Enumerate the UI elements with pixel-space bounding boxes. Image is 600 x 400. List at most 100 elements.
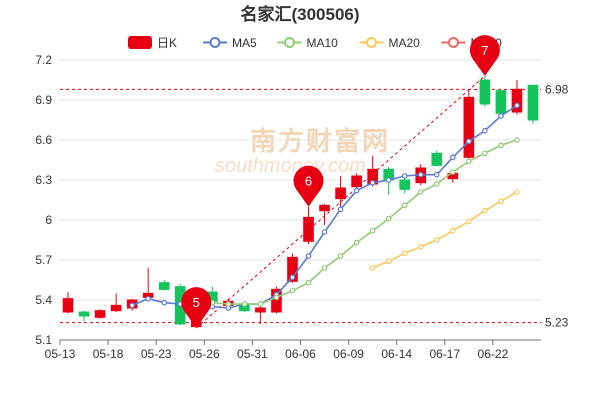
candle-body <box>94 310 106 318</box>
ma-point <box>305 279 312 286</box>
y-tick-label: 6.9 <box>35 93 52 107</box>
candle-body <box>319 204 330 212</box>
candle-body <box>479 79 491 105</box>
legend-swatch-candle <box>128 36 152 49</box>
ma-point <box>385 258 392 265</box>
ma-point <box>433 237 440 243</box>
ma-point <box>514 137 520 143</box>
candle-body <box>110 304 122 312</box>
candle <box>158 280 170 291</box>
legend[interactable]: 日KMA5MA10MA20MA30 <box>128 36 502 50</box>
candle-body <box>463 96 475 158</box>
candles <box>62 76 539 328</box>
candle <box>78 310 90 322</box>
ma-point <box>337 253 344 259</box>
ma-point <box>482 207 488 214</box>
ma-point <box>466 158 472 165</box>
ma-point <box>450 227 456 234</box>
candle <box>511 80 523 115</box>
moving-averages <box>129 102 520 311</box>
ma-point <box>321 229 328 235</box>
y-tick-label: 6 <box>45 213 52 227</box>
pin-shape <box>469 35 500 76</box>
pin-marker: 7 <box>469 35 500 76</box>
x-axis: 05-13 05-18 05-23 05-26 05-31 06-06 06-09 06-14… <box>45 339 541 361</box>
candle-body <box>335 187 346 200</box>
ma-point <box>289 274 296 281</box>
watermark-chinese: 南方财富网 <box>250 126 390 156</box>
pin-shape <box>181 287 212 328</box>
ma-point <box>321 265 328 271</box>
markers: 5 6 7 <box>181 35 500 328</box>
ma-point <box>337 206 344 213</box>
pin-label: 6 <box>305 174 312 189</box>
candle <box>335 176 346 210</box>
watermark-english: southmoney.com <box>215 155 366 177</box>
reference-line-label: 5.23 <box>545 316 569 330</box>
legend-item-ma10[interactable]: MA10 <box>277 36 339 50</box>
ma-point <box>401 173 408 179</box>
pin-label: 7 <box>481 43 488 58</box>
x-tick-label: 06-09 <box>333 347 364 361</box>
legend-label: MA5 <box>232 36 257 50</box>
y-tick-label: 7.2 <box>35 53 52 67</box>
candle <box>303 206 314 244</box>
ma-line <box>212 139 518 305</box>
ma-point <box>450 154 456 161</box>
ma-point <box>289 287 296 294</box>
candle-body <box>62 298 74 313</box>
legend-item-日k[interactable]: 日K <box>128 36 177 50</box>
x-tick-label: 05-18 <box>93 347 124 361</box>
ma-point <box>466 218 472 225</box>
candle <box>431 150 443 167</box>
legend-label: MA20 <box>389 36 421 50</box>
ma-point <box>161 299 168 306</box>
ma-point <box>498 198 504 205</box>
candle-body <box>158 282 170 290</box>
ma-point <box>433 171 440 178</box>
ma-point <box>498 142 504 149</box>
ma-point <box>482 150 488 157</box>
y-tick-label: 5.7 <box>35 253 52 267</box>
candle-body <box>527 84 539 121</box>
x-tick-label: 06-22 <box>478 347 509 361</box>
legend-swatch-dot <box>448 37 459 48</box>
candle <box>527 84 539 124</box>
y-tick-label: 6.6 <box>35 133 52 147</box>
x-tick-label: 05-13 <box>45 347 76 361</box>
ma-point <box>129 302 135 309</box>
x-tick-label: 05-31 <box>237 347 268 361</box>
y-tick-label: 5.4 <box>35 293 52 307</box>
ma-point <box>450 169 456 175</box>
legend-item-ma20[interactable]: MA20 <box>359 36 421 50</box>
legend-label: MA10 <box>307 36 339 50</box>
candle-body <box>511 88 523 113</box>
candle <box>399 177 411 194</box>
reference-line-label: 6.98 <box>545 82 569 96</box>
pin-marker: 6 <box>293 165 324 207</box>
legend-item-ma5[interactable]: MA5 <box>203 36 257 50</box>
ma-series-ma20 <box>369 189 520 271</box>
ma-point <box>417 243 424 250</box>
ma-point <box>353 187 360 194</box>
ma-point <box>257 301 264 307</box>
ma-point <box>241 301 248 307</box>
candle <box>110 293 122 312</box>
candle <box>479 76 491 107</box>
reference-lines: 6.98 5.23 <box>60 75 569 330</box>
y-tick-label: 5.1 <box>35 333 52 347</box>
ma-point <box>369 227 376 234</box>
candle-body <box>351 175 362 188</box>
legend-swatch-dot <box>284 37 295 48</box>
candle <box>142 268 154 300</box>
ma-point <box>369 265 376 271</box>
candle <box>94 309 106 319</box>
ma-point <box>369 179 376 186</box>
ma-point <box>385 215 392 222</box>
ma-point <box>417 171 424 178</box>
candle <box>463 90 475 159</box>
ma-point <box>385 177 392 183</box>
y-tick-label: 6.3 <box>35 173 52 187</box>
ma-point <box>225 301 232 307</box>
